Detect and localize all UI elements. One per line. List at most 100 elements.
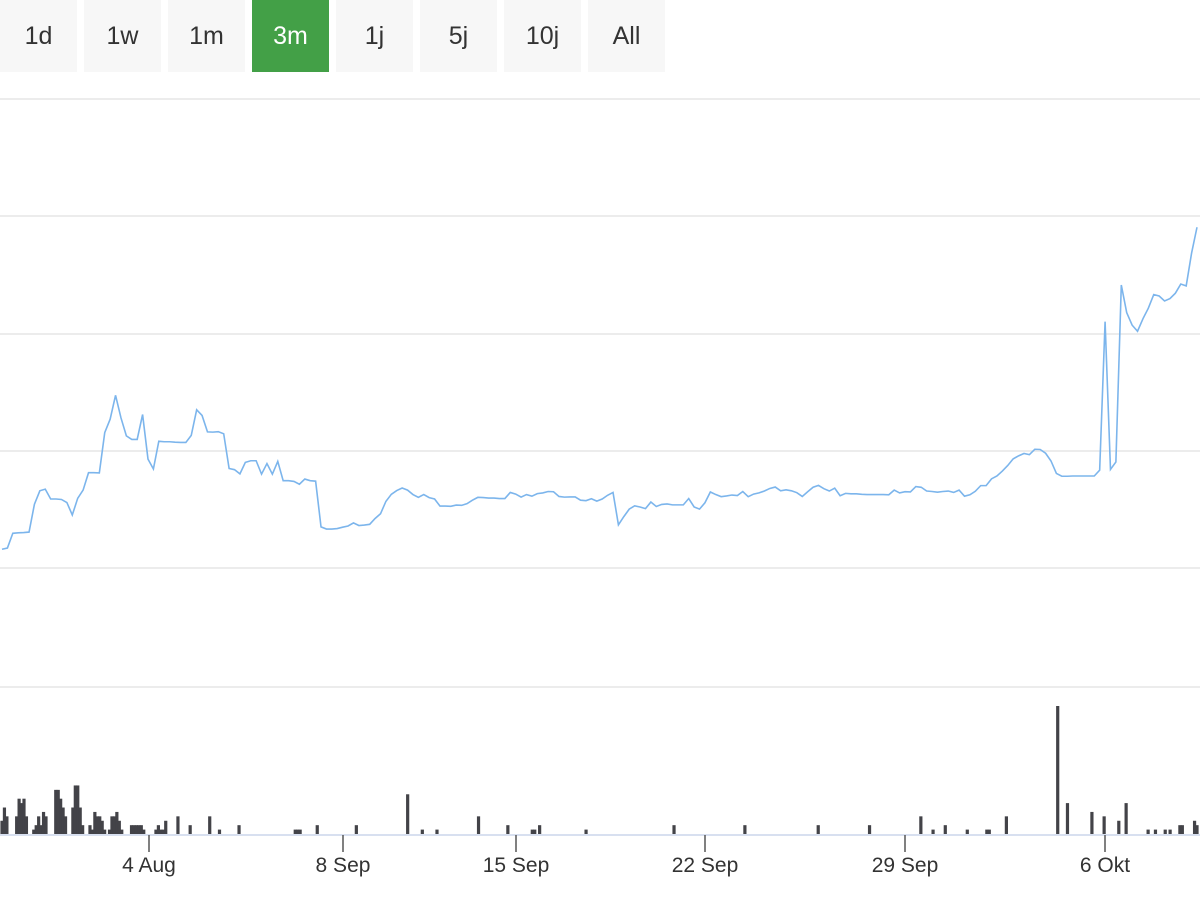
volume-bar [237, 825, 241, 834]
volume-bar [296, 829, 300, 834]
range-button-5j[interactable]: 5j [420, 0, 497, 72]
volume-bar [5, 816, 9, 834]
volume-bar [584, 829, 588, 834]
volume-bar [188, 825, 192, 834]
volume-bar [142, 829, 146, 834]
volume-bar [61, 807, 65, 834]
volume-bar [44, 816, 48, 834]
volume-bar [965, 829, 969, 834]
volume-bar [103, 829, 107, 834]
volume-bar [208, 816, 212, 834]
volume-bar [1192, 820, 1197, 834]
range-button-10j[interactable]: 10j [504, 0, 581, 72]
volume-bar [919, 816, 923, 834]
volume-bar [816, 825, 820, 834]
volume-bar [1090, 811, 1094, 834]
volume-bar [217, 829, 222, 834]
volume-bar [159, 829, 163, 834]
volume-bar [943, 825, 947, 834]
volume-bar [95, 816, 99, 834]
volume-bar [63, 816, 68, 834]
volume-bar [139, 825, 143, 834]
volume-bar [985, 829, 989, 834]
volume-bar [533, 829, 537, 834]
volume-bar [137, 825, 141, 834]
x-tick-label: 8 Sep [316, 854, 371, 877]
volume-bar [154, 829, 158, 834]
volume-bar [1180, 825, 1184, 834]
volume-bar [1124, 803, 1128, 834]
volume-bar [100, 820, 104, 834]
volume-bar [134, 825, 139, 834]
volume-bar [406, 794, 410, 834]
volume-bar [98, 816, 102, 834]
x-tick-label: 29 Sep [872, 854, 939, 877]
volume-bar [88, 825, 92, 834]
range-button-3m[interactable]: 3m [252, 0, 329, 72]
volume-bar [73, 785, 77, 834]
volume-bar [0, 820, 4, 834]
volume-bar [743, 825, 747, 834]
volume-bar [298, 829, 302, 834]
volume-bar [1195, 825, 1199, 834]
volume-bar [1146, 829, 1150, 834]
volume-bar [34, 825, 38, 834]
range-button-1w[interactable]: 1w [84, 0, 161, 72]
volume-bar [76, 785, 80, 834]
range-button-1d[interactable]: 1d [0, 0, 77, 72]
volume-bar [32, 829, 36, 834]
volume-bar [1153, 829, 1158, 834]
volume-bar [1004, 816, 1008, 834]
x-tick-label: 22 Sep [672, 854, 739, 877]
volume-bar [931, 829, 935, 834]
volume-bar [156, 825, 160, 834]
volume-bar [476, 816, 481, 834]
volume-bar [117, 820, 121, 834]
x-tick-label: 6 Okt [1080, 854, 1130, 877]
x-tick-label: 15 Sep [483, 854, 550, 877]
volume-bar [164, 820, 168, 834]
volume-bar [129, 825, 134, 834]
volume-bar [538, 825, 542, 834]
volume-bar [132, 825, 136, 834]
volume-bar [24, 816, 29, 834]
volume-bar [90, 829, 95, 834]
volume-bar [22, 798, 26, 834]
volume-bar [293, 829, 297, 834]
volume-bar [39, 825, 43, 834]
range-selector: 1d 1w 1m 3m 1j 5j 10j All [0, 0, 672, 72]
volume-bar [19, 803, 24, 834]
volume-bar [2, 807, 7, 834]
volume-bar [354, 825, 358, 834]
volume-bar [1117, 820, 1121, 834]
volume-bar [1168, 829, 1172, 834]
volume-bar [867, 825, 872, 834]
volume-bar [59, 798, 63, 834]
volume-bar [41, 811, 46, 834]
volume-bar [107, 829, 112, 834]
volume-bar [315, 825, 319, 834]
volume-bar [506, 825, 510, 834]
volume-bar [71, 807, 75, 834]
volume-bar [435, 829, 439, 834]
volume-bar [1102, 816, 1106, 834]
range-button-1j[interactable]: 1j [336, 0, 413, 72]
chart-grid [0, 98, 1200, 688]
volume-bar [530, 829, 534, 834]
x-tick-label: 4 Aug [122, 854, 176, 877]
range-button-1m[interactable]: 1m [168, 0, 245, 72]
price-line-series [1, 227, 1198, 551]
volume-bar [81, 825, 85, 834]
volume-bar [161, 829, 165, 834]
x-axis: 4 Aug 8 Sep 15 Sep 22 Sep 29 Sep 6 Okt [0, 834, 1200, 877]
volume-bar [37, 816, 41, 834]
volume-bar [93, 811, 97, 834]
volume-bar [1065, 803, 1070, 834]
volume-bar [17, 798, 21, 834]
range-button-all[interactable]: All [588, 0, 665, 72]
volume-bar [15, 816, 19, 834]
volume-bar [1056, 706, 1060, 834]
volume-bar [420, 829, 424, 834]
volume-bar [56, 789, 60, 834]
